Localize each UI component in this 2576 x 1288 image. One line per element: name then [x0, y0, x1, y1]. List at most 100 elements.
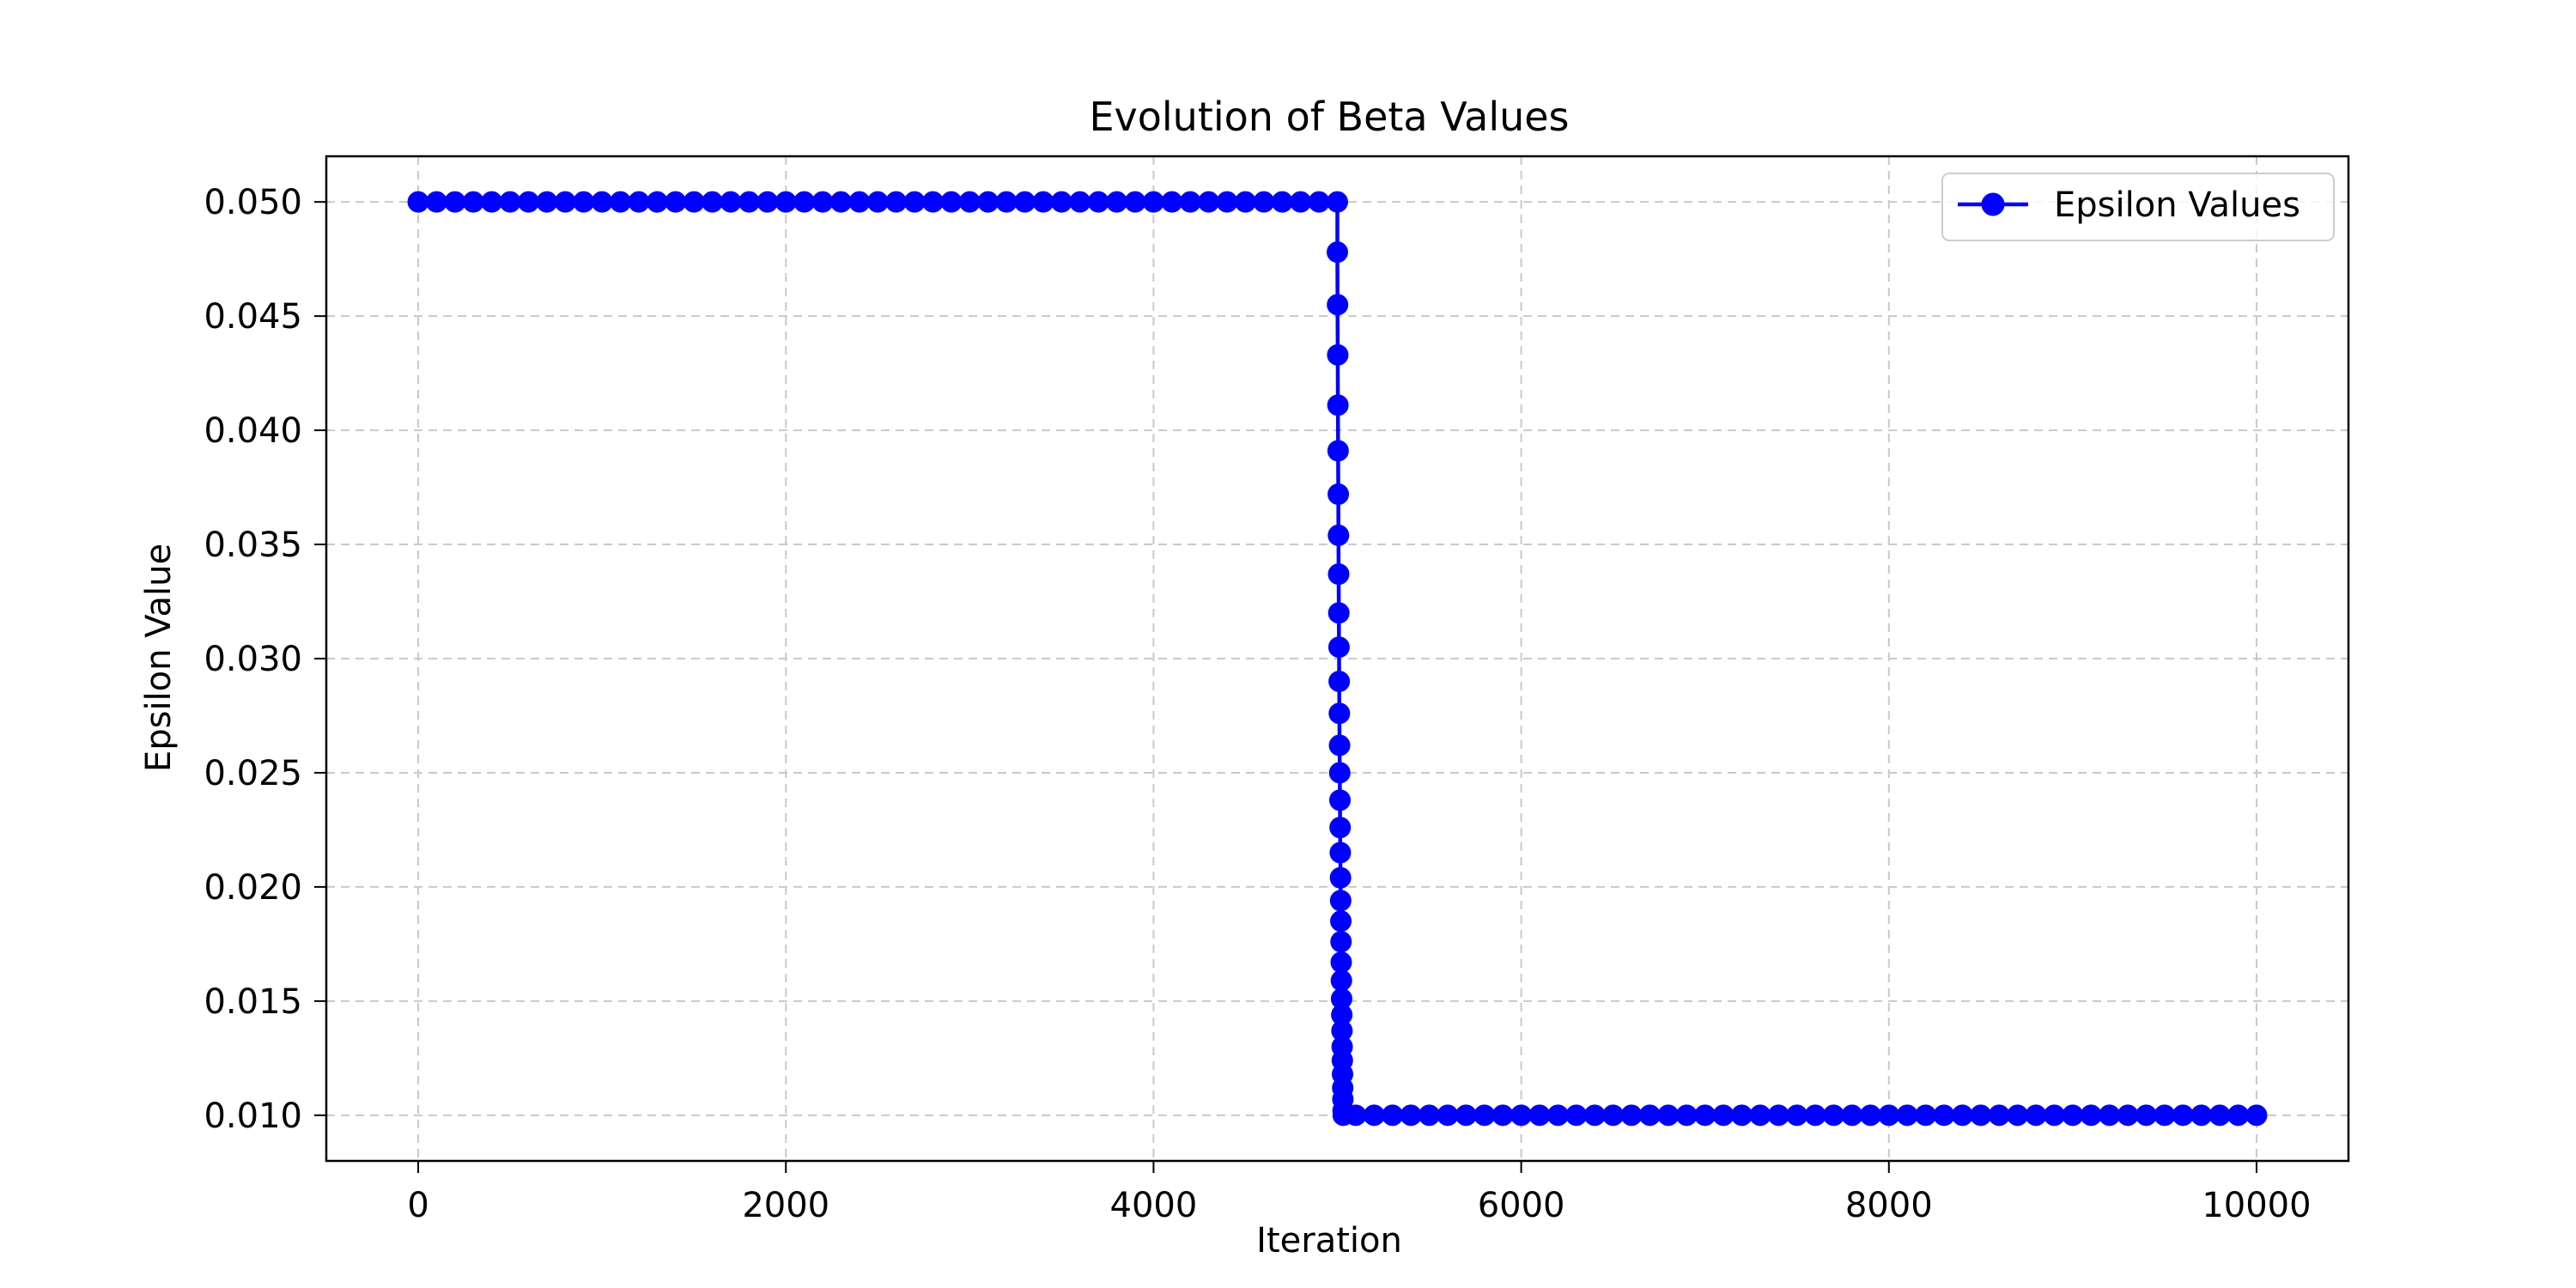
y-tick-label: 0.015 — [204, 982, 302, 1022]
data-point — [1179, 191, 1201, 213]
data-point — [885, 191, 908, 213]
data-point — [1271, 191, 1293, 213]
data-point — [1327, 483, 1350, 506]
data-point — [1327, 343, 1349, 366]
data-point — [1329, 817, 1352, 839]
data-point — [1767, 1104, 1789, 1127]
data-point — [610, 191, 632, 213]
data-point — [1915, 1104, 1937, 1127]
data-point — [1330, 931, 1352, 953]
y-tick-label: 0.040 — [204, 411, 302, 451]
data-point — [1546, 1104, 1569, 1127]
data-point — [1786, 1104, 1808, 1127]
y-axis-label: Epsilon Value — [139, 544, 179, 772]
data-point — [1330, 951, 1352, 974]
data-point — [2025, 1104, 2047, 1127]
data-point — [1878, 1104, 1900, 1127]
legend-label: Epsilon Values — [2054, 185, 2300, 225]
data-point — [1106, 191, 1128, 213]
data-point — [1050, 191, 1072, 213]
data-point — [444, 191, 466, 213]
data-point — [1804, 1104, 1826, 1127]
data-point — [1988, 1104, 2010, 1127]
data-point — [2007, 1104, 2029, 1127]
data-point — [2227, 1104, 2250, 1127]
data-point — [1731, 1104, 1753, 1127]
data-point — [1328, 789, 1351, 811]
data-point — [848, 191, 871, 213]
data-point — [995, 191, 1018, 213]
data-point — [1327, 563, 1350, 586]
data-point — [2062, 1104, 2084, 1127]
data-point — [1308, 191, 1330, 213]
x-tick-label: 6000 — [1478, 1186, 1565, 1225]
data-point — [1694, 1104, 1716, 1127]
data-point — [1620, 1104, 1643, 1127]
data-point — [1823, 1104, 1845, 1127]
y-tick-label: 0.045 — [204, 297, 302, 337]
data-point — [720, 191, 742, 213]
data-point — [1749, 1104, 1771, 1127]
data-point — [554, 191, 576, 213]
data-point — [1583, 1104, 1606, 1127]
data-point — [1859, 1104, 1881, 1127]
data-point — [481, 191, 503, 213]
data-point — [407, 191, 429, 213]
legend: Epsilon Values — [1941, 173, 2335, 241]
data-point — [958, 191, 981, 213]
data-point — [1290, 191, 1312, 213]
y-tick-label: 0.010 — [204, 1097, 302, 1136]
data-point — [2080, 1104, 2102, 1127]
x-tick-label: 0 — [407, 1186, 428, 1225]
data-point — [1363, 1104, 1385, 1127]
x-tick-label: 4000 — [1110, 1186, 1198, 1225]
data-point — [1014, 191, 1036, 213]
data-point — [646, 191, 668, 213]
data-point — [1712, 1104, 1735, 1127]
data-point — [1328, 671, 1351, 693]
data-point — [1329, 841, 1352, 864]
legend-box — [1941, 173, 2335, 241]
y-tick-label: 0.030 — [204, 640, 302, 679]
data-point — [1602, 1104, 1625, 1127]
data-point — [1638, 1104, 1661, 1127]
data-point — [1327, 394, 1349, 416]
data-point — [922, 191, 944, 213]
data-point — [1657, 1104, 1680, 1127]
data-point — [1329, 890, 1352, 912]
data-point — [903, 191, 926, 213]
y-tick-label: 0.020 — [204, 868, 302, 908]
data-point — [1565, 1104, 1588, 1127]
data-point — [1437, 1104, 1459, 1127]
data-point — [1328, 762, 1351, 784]
x-axis-ticks: 0 2000 4000 6000 8000 10000 — [407, 1161, 2312, 1225]
data-point — [628, 191, 650, 213]
data-point — [1327, 440, 1349, 462]
data-point — [1198, 191, 1220, 213]
data-point — [1142, 191, 1164, 213]
legend-marker-sample — [1981, 192, 2005, 216]
data-point — [683, 191, 705, 213]
data-point — [1327, 294, 1349, 316]
chart-title: Evolution of Beta Values — [1089, 94, 1569, 140]
data-point — [1419, 1104, 1441, 1127]
data-point — [2154, 1104, 2176, 1127]
data-point — [775, 191, 797, 213]
data-point — [866, 191, 889, 213]
data-point — [2190, 1104, 2213, 1127]
data-point — [1455, 1104, 1477, 1127]
data-point — [1087, 191, 1109, 213]
x-tick-label: 10000 — [2202, 1186, 2311, 1225]
data-point — [1382, 1104, 1404, 1127]
data-point — [1327, 241, 1348, 264]
x-axis-label: Iteration — [1256, 1221, 1402, 1261]
data-point — [793, 191, 816, 213]
data-point — [1510, 1104, 1533, 1127]
data-point — [665, 191, 687, 213]
y-axis-ticks: 0.010 0.015 0.020 0.025 0.030 0.035 0.040 0.045… — [204, 183, 326, 1136]
y-tick-label: 0.025 — [204, 754, 302, 793]
data-point — [1841, 1104, 1863, 1127]
data-point — [738, 191, 760, 213]
data-point — [1253, 191, 1275, 213]
